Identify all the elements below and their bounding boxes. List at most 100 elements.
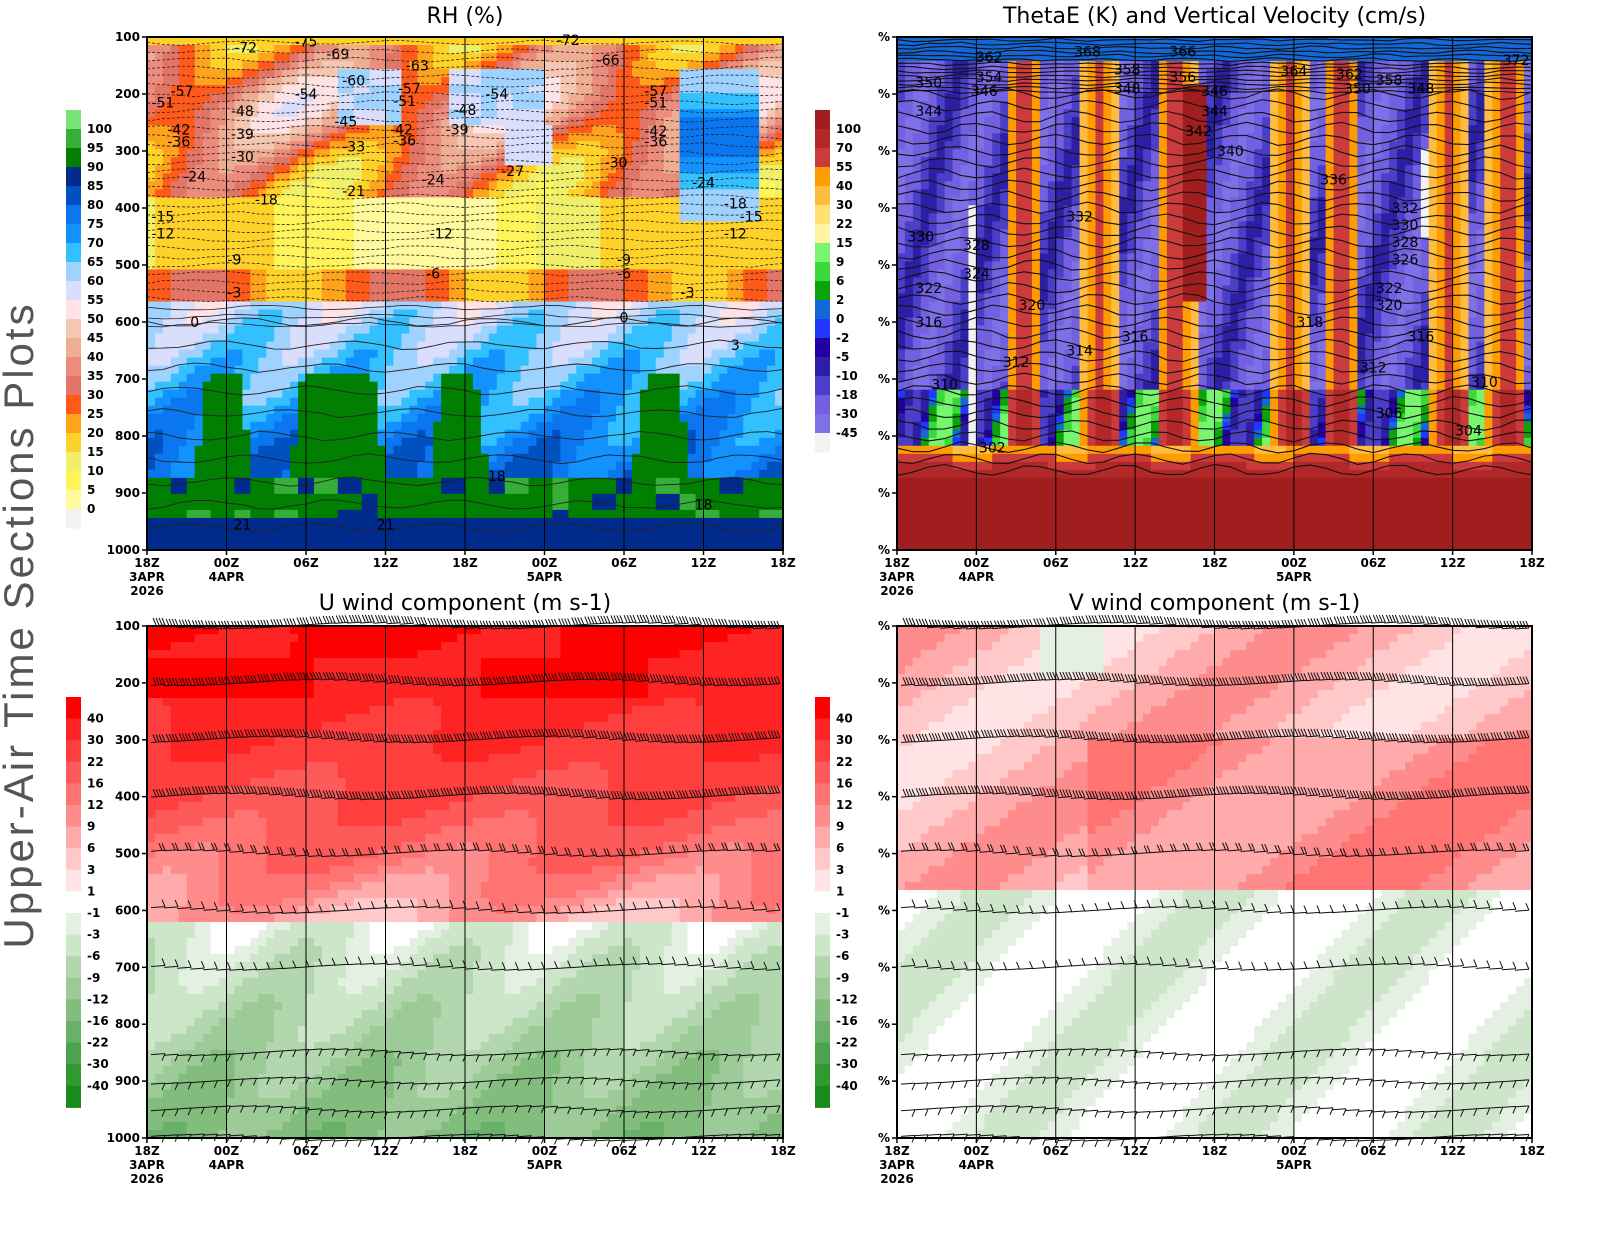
field-cell [370, 486, 379, 495]
field-cell [751, 470, 760, 479]
field-cell [545, 382, 554, 391]
field-cell [584, 205, 593, 214]
field-cell [584, 342, 593, 351]
field-cell [354, 398, 363, 407]
field-cell [203, 37, 212, 46]
field-cell [314, 77, 323, 86]
field-cell [266, 518, 275, 527]
field-cell [290, 494, 299, 503]
field-cell [489, 141, 498, 150]
field-cell [306, 478, 315, 487]
field-cell [568, 101, 577, 110]
field-cell [227, 181, 236, 190]
field-cell [187, 462, 196, 471]
field-cell [314, 261, 323, 270]
field-cell [616, 294, 625, 303]
field-cell [378, 470, 387, 479]
field-cell [513, 117, 522, 126]
field-cell [576, 486, 585, 495]
field-cell [576, 269, 585, 278]
field-cell [719, 310, 728, 319]
field-cell [560, 422, 569, 431]
field-cell [306, 350, 315, 359]
field-cell [195, 237, 204, 246]
field-cell [513, 149, 522, 158]
field-cell [743, 294, 752, 303]
field-cell [417, 358, 426, 367]
field-cell [743, 141, 752, 150]
field-cell [179, 534, 188, 543]
field-cell [529, 350, 538, 359]
field-cell [298, 494, 307, 503]
field-cell [195, 302, 204, 311]
field-cell [330, 350, 339, 359]
field-cell [266, 69, 275, 78]
field-cell [521, 141, 530, 150]
field-cell [314, 422, 323, 431]
field-cell [401, 438, 410, 447]
field-cell [386, 61, 395, 70]
field-cell [664, 534, 673, 543]
field-cell [322, 518, 331, 527]
field-cell [449, 446, 458, 455]
field-cell [465, 61, 474, 70]
field-cell [513, 454, 522, 463]
field-cell [425, 462, 434, 471]
field-cell [298, 149, 307, 158]
field-cell [759, 446, 768, 455]
field-cell [751, 93, 760, 102]
field-cell [433, 253, 442, 262]
field-cell [552, 149, 561, 158]
field-cell [743, 61, 752, 70]
field-cell [171, 302, 180, 311]
field-cell [266, 422, 275, 431]
field-cell [187, 101, 196, 110]
field-cell [203, 398, 212, 407]
field-cell [719, 77, 728, 86]
field-cell [656, 269, 665, 278]
field-cell [481, 414, 490, 423]
field-cell [584, 261, 593, 270]
field-cell [155, 69, 164, 78]
field-cell [568, 277, 577, 286]
field-cell [314, 414, 323, 423]
field-cell [282, 85, 291, 94]
field-cell [282, 334, 291, 343]
field-cell [632, 310, 641, 319]
field-cell [393, 486, 402, 495]
field-cell [417, 486, 426, 495]
field-cell [219, 109, 228, 118]
field-cell [203, 486, 212, 495]
field-cell [393, 221, 402, 230]
field-cell [147, 269, 156, 278]
field-cell [370, 358, 379, 367]
field-cell [362, 221, 371, 230]
field-cell [211, 53, 220, 62]
field-cell [624, 398, 633, 407]
field-cell [346, 438, 355, 447]
field-cell [378, 197, 387, 206]
field-cell [298, 285, 307, 294]
field-cell [672, 294, 681, 303]
field-cell [354, 446, 363, 455]
field-cell [346, 165, 355, 174]
field-cell [489, 77, 498, 86]
field-cell [314, 446, 323, 455]
field-cell [680, 85, 689, 94]
field-cell [401, 414, 410, 423]
field-cell [696, 326, 705, 335]
field-cell [457, 213, 466, 222]
field-cell [592, 486, 601, 495]
field-cell [497, 334, 506, 343]
field-cell [203, 45, 212, 54]
field-cell [449, 390, 458, 399]
field-cell [672, 61, 681, 70]
field-cell [759, 229, 768, 238]
field-cell [171, 526, 180, 535]
field-cell [242, 294, 251, 303]
field-cell [195, 101, 204, 110]
field-cell [258, 213, 267, 222]
field-cell [672, 398, 681, 407]
field-cell [409, 45, 418, 54]
field-cell [489, 310, 498, 319]
